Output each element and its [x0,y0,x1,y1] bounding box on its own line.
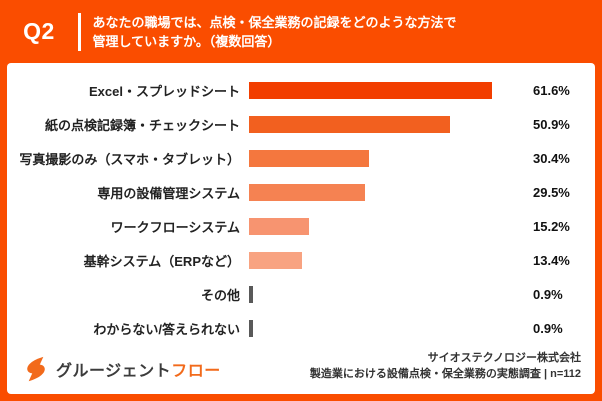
source-company: サイオステクノロジー株式会社 [427,352,581,364]
question-text: あなたの職場では、点検・保全業務の記録をどのような方法で 管理していますか。（複… [81,13,457,51]
bar [249,319,253,337]
header-divider [78,12,81,51]
bar-category-label: Excel・スプレッドシート [89,83,240,99]
bar-value-label: 0.9% [533,286,563,302]
question-text-line2: 管理していますか。（複数回答） [92,33,281,49]
bar-category-label: 紙の点検記録簿・チェックシート [44,117,240,133]
bar-track [249,183,525,201]
bar-value-label: 0.9% [533,320,563,336]
logo-text: グルージェントフロー [56,357,221,381]
card-footer: グルージェントフロー サイオステクノロジー株式会社 製造業における設備点検・保全… [7,350,595,386]
bar [249,183,366,201]
source-text: サイオステクノロジー株式会社 製造業における設備点検・保全業務の実態調査 | n… [310,350,581,382]
bar-track [249,319,525,337]
bar-row: Excel・スプレッドシート 61.6% [7,73,595,107]
bar [249,149,369,167]
bar-category-label: 写真撮影のみ（スマホ・タブレット） [19,151,240,167]
chart-card: Excel・スプレッドシート 61.6% 紙の点検記録簿・チェックシート 50.… [7,63,595,394]
bar [249,251,302,269]
bar-value-label: 30.4% [533,150,570,166]
bar [249,115,450,133]
bar-category-label: ワークフローシステム [110,219,240,235]
bar [249,217,309,235]
bar-track [249,285,525,303]
logo: グルージェントフロー [23,356,221,382]
bar-row: 紙の点検記録簿・チェックシート 50.9% [7,107,595,141]
bar-value-label: 15.2% [533,218,570,234]
bar-row: 写真撮影のみ（スマホ・タブレット） 30.4% [7,141,595,175]
bar-category-label: 基幹システム（ERPなど） [83,253,240,269]
bar-row: わからない/答えられない 0.9% [7,311,595,345]
bar-track [249,251,525,269]
bar-chart: Excel・スプレッドシート 61.6% 紙の点検記録簿・チェックシート 50.… [7,73,595,345]
bar-category-label: 専用の設備管理システム [97,185,240,201]
logo-text-accent: フロー [171,363,221,380]
header: Q2 あなたの職場では、点検・保全業務の記録をどのような方法で 管理していますか… [0,0,602,63]
question-text-line1: あなたの職場では、点検・保全業務の記録をどのような方法で [92,14,457,30]
bar-row: 基幹システム（ERPなど） 13.4% [7,243,595,277]
source-survey: 製造業における設備点検・保全業務の実態調査 | n=112 [309,368,581,380]
bar [249,285,253,303]
bar-track [249,149,525,167]
bar [249,81,492,99]
logo-icon [27,356,45,382]
bar-value-label: 61.6% [533,82,570,98]
bar-category-label: わからない/答えられない [93,321,240,337]
bar-category-label: その他 [200,287,240,303]
bar-value-label: 50.9% [533,116,570,132]
bar-value-label: 29.5% [533,184,570,200]
bar-track [249,81,525,99]
bar-row: ワークフローシステム 15.2% [7,209,595,243]
logo-text-main: グルージェント [56,363,172,380]
bar-row: 専用の設備管理システム 29.5% [7,175,595,209]
bar-row: その他 0.9% [7,277,595,311]
bar-track [249,115,525,133]
bar-track [249,217,525,235]
question-number: Q2 [23,18,55,44]
bar-value-label: 13.4% [533,252,570,268]
